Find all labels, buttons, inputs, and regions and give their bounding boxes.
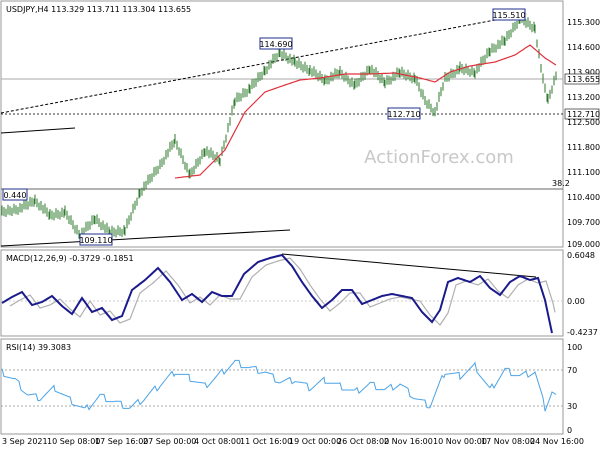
svg-text:0.00: 0.00: [567, 297, 585, 306]
macd-panel-header: MACD(12,26,9) -0.3729 -0.1851: [6, 254, 134, 263]
svg-text:0.6048: 0.6048: [567, 251, 595, 260]
svg-text:0: 0: [567, 426, 572, 435]
svg-text:-0.4237: -0.4237: [567, 328, 598, 337]
svg-text:70: 70: [567, 366, 577, 375]
svg-text:112.500: 112.500: [567, 118, 600, 127]
svg-text:112.710: 112.710: [387, 110, 420, 119]
svg-text:112.710: 112.710: [567, 110, 600, 119]
rsi-panel-frame: [0, 338, 564, 435]
svg-text:109.000: 109.000: [567, 240, 600, 249]
macd-line: [1, 253, 553, 334]
main-panel-frame: [0, 0, 564, 248]
svg-text:19 Oct 00:00: 19 Oct 00:00: [289, 437, 341, 446]
svg-text:24 Nov 16:00: 24 Nov 16:00: [530, 437, 584, 446]
watermark: ActionForex.com: [364, 147, 514, 168]
svg-text:17 Nov 08:00: 17 Nov 08:00: [481, 437, 535, 446]
current-price-tag: 113.655: [564, 73, 600, 85]
svg-text:17 Sep 16:00: 17 Sep 16:00: [95, 437, 148, 446]
svg-text:109.110: 109.110: [79, 236, 112, 245]
svg-text:114.600: 114.600: [567, 43, 600, 52]
macd-panel-frame: [0, 249, 564, 337]
svg-text:110.400: 110.400: [567, 193, 600, 202]
moving-average-line: [174, 44, 557, 179]
svg-text:113.200: 113.200: [567, 93, 600, 102]
lower-trendline: [0, 229, 291, 247]
price-scale: 115.300 114.600 113.900 113.200 112.500 …: [567, 18, 600, 249]
svg-text:30: 30: [567, 402, 577, 411]
price-candles: [1, 12, 557, 242]
svg-text:115.300: 115.300: [567, 18, 600, 27]
svg-text:113.900: 113.900: [567, 68, 600, 77]
fib-38-label: 38.2: [552, 179, 570, 188]
svg-text:11 Oct 16:00: 11 Oct 16:00: [240, 437, 292, 446]
svg-text:111.100: 111.100: [567, 168, 600, 177]
svg-text:115.510: 115.510: [492, 11, 525, 20]
macd-trendline: [281, 253, 537, 278]
svg-text:109.700: 109.700: [567, 218, 600, 227]
upper-trendline: [0, 13, 528, 114]
svg-text:100: 100: [567, 343, 582, 352]
svg-text:0.440: 0.440: [4, 191, 27, 200]
svg-text:27 Sep 00:00: 27 Sep 00:00: [143, 437, 196, 446]
rsi-scale: 100 70 30 0: [567, 343, 582, 435]
macd-signal-line: [9, 257, 556, 326]
svg-text:10 Sep 08:00: 10 Sep 08:00: [47, 437, 100, 446]
svg-text:2 Nov 16:00: 2 Nov 16:00: [384, 437, 433, 446]
svg-text:3 Sep 2021: 3 Sep 2021: [2, 437, 48, 446]
rsi-panel-header: RSI(14) 39.3083: [6, 343, 71, 352]
annotation-low-109: 109.110: [79, 233, 113, 246]
annotation-high-114: 114.690: [259, 37, 293, 50]
svg-text:26 Oct 08:00: 26 Oct 08:00: [337, 437, 389, 446]
svg-text:111.800: 111.800: [567, 143, 600, 152]
svg-text:114.690: 114.690: [259, 40, 292, 49]
macd-scale: 0.6048 0.00 -0.4237: [567, 251, 598, 337]
svg-text:10 Nov 00:00: 10 Nov 00:00: [433, 437, 487, 446]
channel-line-left: [0, 127, 76, 134]
time-axis: 3 Sep 2021 10 Sep 08:00 17 Sep 16:00 27 …: [2, 437, 584, 446]
support-price-tag: 112.710: [564, 108, 600, 120]
annotation-low-112: 112.710: [387, 107, 421, 120]
svg-text:113.655: 113.655: [567, 75, 600, 84]
main-panel-header: USDJPY,H4 113.329 113.711 113.304 113.65…: [6, 5, 191, 14]
svg-text:4 Oct 08:00: 4 Oct 08:00: [194, 437, 241, 446]
annotation-high-115: 115.510: [492, 8, 526, 21]
annotation-left-level: 0.440: [2, 188, 28, 201]
rsi-line: [1, 359, 557, 412]
